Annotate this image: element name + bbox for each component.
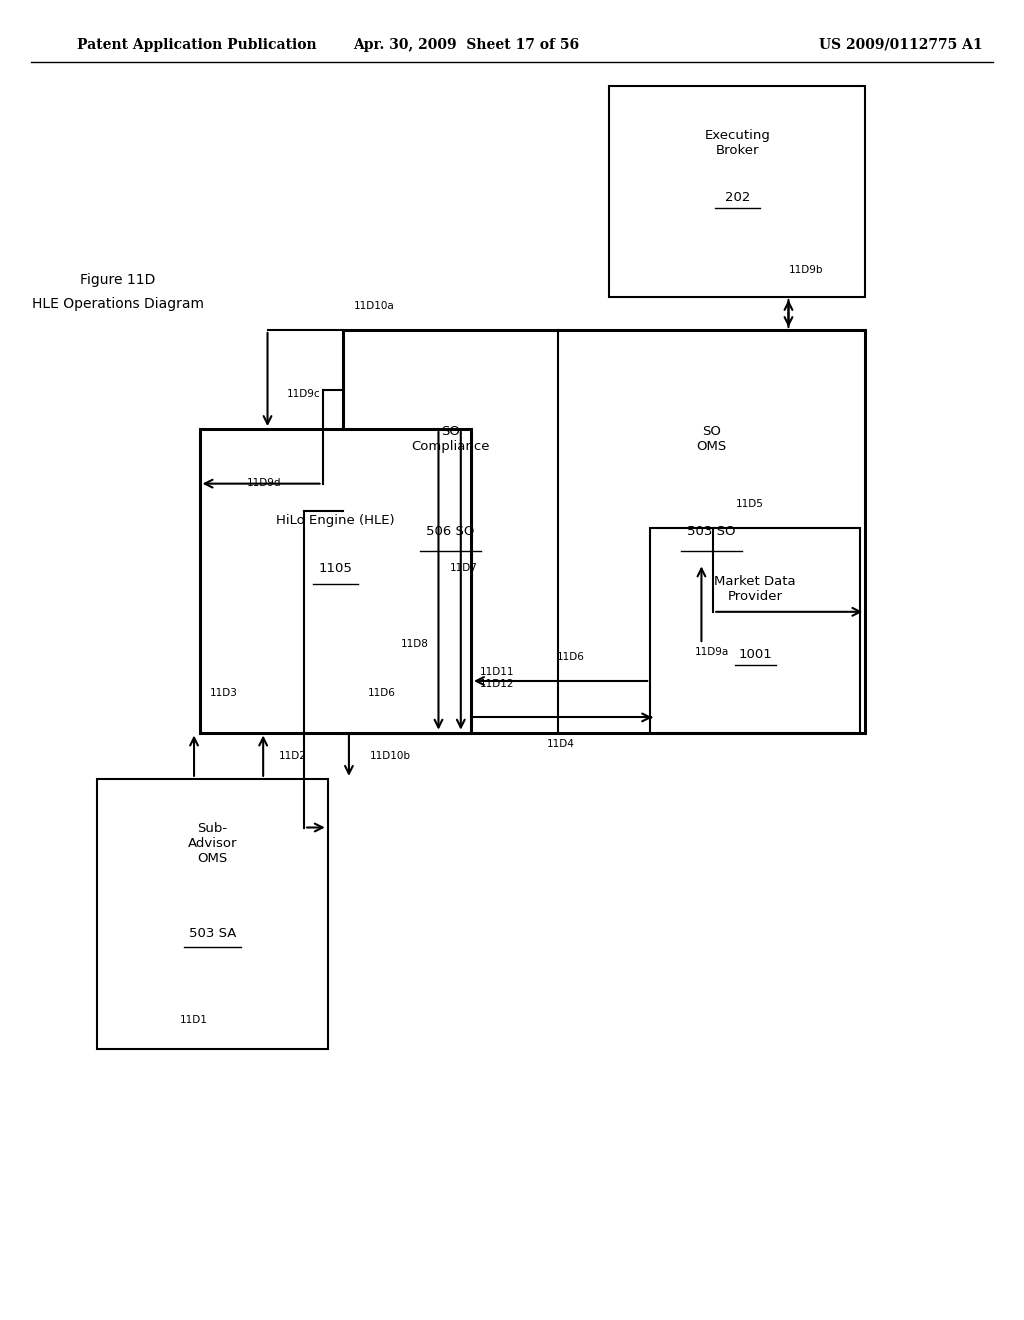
Text: 503 SA: 503 SA [188, 927, 237, 940]
Text: Patent Application Publication: Patent Application Publication [77, 38, 316, 51]
Text: Executing
Broker: Executing Broker [705, 129, 770, 157]
Text: 11D6: 11D6 [368, 688, 396, 698]
Text: 11D7: 11D7 [451, 562, 478, 573]
Text: 506 SO: 506 SO [426, 525, 475, 537]
Bar [97, 779, 328, 1049]
Text: 11D9d: 11D9d [247, 478, 282, 488]
Text: SO
OMS: SO OMS [696, 425, 727, 453]
Text: 1105: 1105 [318, 562, 352, 576]
Bar [609, 86, 865, 297]
Text: 11D2: 11D2 [279, 751, 306, 760]
Bar [200, 429, 471, 733]
Text: SO
Compliance: SO Compliance [412, 425, 489, 453]
Text: Market Data
Provider: Market Data Provider [715, 576, 796, 603]
Text: 11D8: 11D8 [400, 639, 429, 649]
Text: US 2009/0112775 A1: US 2009/0112775 A1 [819, 38, 983, 51]
Text: 11D3: 11D3 [210, 688, 238, 698]
Text: 11D9c: 11D9c [287, 389, 321, 400]
Bar [650, 528, 860, 733]
Text: 11D4: 11D4 [547, 739, 574, 748]
Text: HLE Operations Diagram: HLE Operations Diagram [32, 297, 204, 310]
Text: Figure 11D: Figure 11D [80, 273, 156, 286]
Text: HiLo Engine (HLE): HiLo Engine (HLE) [276, 513, 394, 527]
Text: 1001: 1001 [738, 648, 772, 661]
Text: 11D11
11D12: 11D11 11D12 [479, 668, 514, 689]
Text: 11D9a: 11D9a [694, 647, 729, 657]
Text: 11D6: 11D6 [557, 652, 585, 663]
Text: Sub-
Advisor
OMS: Sub- Advisor OMS [187, 822, 238, 865]
Text: 11D10b: 11D10b [370, 751, 411, 760]
Text: 11D1: 11D1 [180, 1015, 208, 1024]
Text: 11D10a: 11D10a [353, 301, 394, 312]
Text: 503 SO: 503 SO [687, 525, 736, 537]
Text: 11D9b: 11D9b [790, 264, 823, 275]
Text: Apr. 30, 2009  Sheet 17 of 56: Apr. 30, 2009 Sheet 17 of 56 [353, 38, 579, 51]
Text: 11D5: 11D5 [735, 499, 764, 510]
Bar [343, 330, 865, 733]
Text: 202: 202 [725, 191, 750, 205]
